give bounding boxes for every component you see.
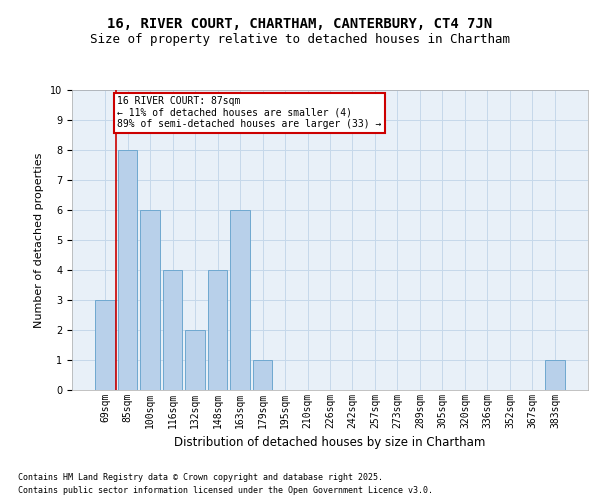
Bar (185, 330, 205, 390)
Text: Size of property relative to detached houses in Chartham: Size of property relative to detached ho… (90, 32, 510, 46)
Text: 16 RIVER COURT: 87sqm
← 11% of detached houses are smaller (4)
89% of semi-detac: 16 RIVER COURT: 87sqm ← 11% of detached … (118, 96, 382, 129)
Bar (163, 270, 182, 390)
Bar (95, 300, 115, 390)
Bar (545, 360, 565, 390)
Bar (230, 210, 250, 390)
Y-axis label: Number of detached properties: Number of detached properties (34, 152, 44, 328)
Bar (140, 210, 160, 390)
Bar (118, 150, 137, 390)
Bar (208, 270, 227, 390)
Text: Contains HM Land Registry data © Crown copyright and database right 2025.: Contains HM Land Registry data © Crown c… (18, 474, 383, 482)
Text: Contains public sector information licensed under the Open Government Licence v3: Contains public sector information licen… (18, 486, 433, 495)
X-axis label: Distribution of detached houses by size in Chartham: Distribution of detached houses by size … (175, 436, 485, 450)
Text: 16, RIVER COURT, CHARTHAM, CANTERBURY, CT4 7JN: 16, RIVER COURT, CHARTHAM, CANTERBURY, C… (107, 18, 493, 32)
Bar (253, 360, 272, 390)
